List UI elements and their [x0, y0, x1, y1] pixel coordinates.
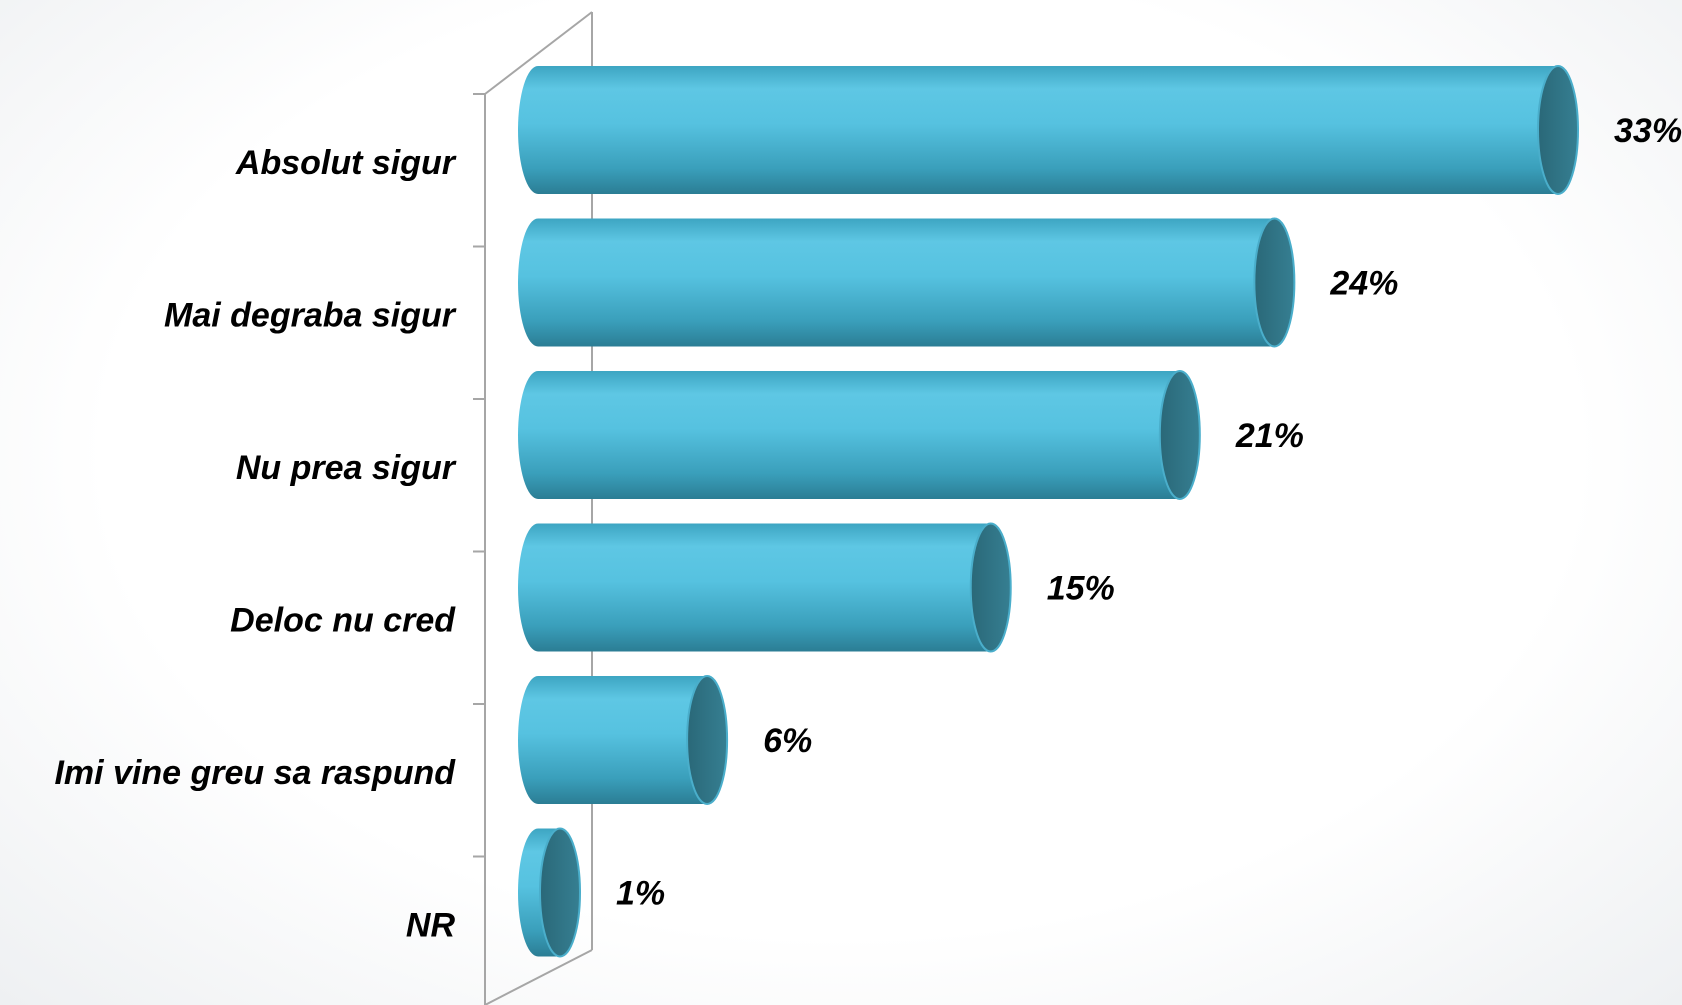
value-label-nu-prea-sigur: 21%	[1235, 417, 1304, 455]
bar-body-deloc-nu-cred	[518, 523, 991, 652]
bar-mai-degraba-sigur	[518, 217, 1296, 348]
value-label-deloc-nu-cred: 15%	[1047, 570, 1115, 608]
bars-group	[518, 65, 1579, 958]
category-label-mai-degraba-sigur: Mai degraba sigur	[164, 297, 457, 335]
bar-cap-nr	[539, 827, 581, 958]
bar-body-imi-vine-greu	[518, 676, 708, 804]
bar-nu-prea-sigur	[518, 370, 1201, 500]
bar-deloc-nu-cred	[518, 522, 1012, 653]
category-label-imi-vine-greu: Imi vine greu sa raspund	[54, 754, 456, 792]
value-label-nr: 1%	[616, 875, 665, 913]
value-labels: 33% 24% 21% 15% 6% 1%	[616, 112, 1682, 913]
bar-nr	[518, 827, 581, 958]
axis-top-diagonal	[484, 11, 593, 95]
bar-cap-nu-prea-sigur	[1158, 370, 1201, 500]
axis-ticks	[473, 93, 485, 858]
axis-bottom-diagonal	[484, 949, 593, 1005]
category-label-deloc-nu-cred: Deloc nu cred	[230, 602, 456, 640]
bar-body-mai-degraba-sigur	[518, 218, 1275, 347]
bar-cap-imi-vine-greu	[686, 675, 729, 805]
bar-cap-mai-degraba-sigur	[1253, 217, 1296, 348]
value-label-imi-vine-greu: 6%	[763, 722, 812, 760]
bar-absolut-sigur	[518, 65, 1579, 195]
category-labels: Absolut sigur Mai degraba sigur Nu prea si…	[54, 144, 456, 945]
bar-cap-absolut-sigur	[1537, 65, 1579, 195]
category-label-absolut-sigur: Absolut sigur	[235, 144, 457, 182]
value-label-mai-degraba-sigur: 24%	[1329, 265, 1398, 303]
value-label-absolut-sigur: 33%	[1614, 112, 1682, 150]
bar-body-nu-prea-sigur	[518, 371, 1180, 499]
category-label-nr: NR	[406, 907, 456, 945]
category-label-nu-prea-sigur: Nu prea sigur	[236, 449, 457, 487]
bar-cap-deloc-nu-cred	[969, 522, 1012, 653]
bar-imi-vine-greu	[518, 675, 729, 805]
bar-body-absolut-sigur	[518, 66, 1558, 194]
